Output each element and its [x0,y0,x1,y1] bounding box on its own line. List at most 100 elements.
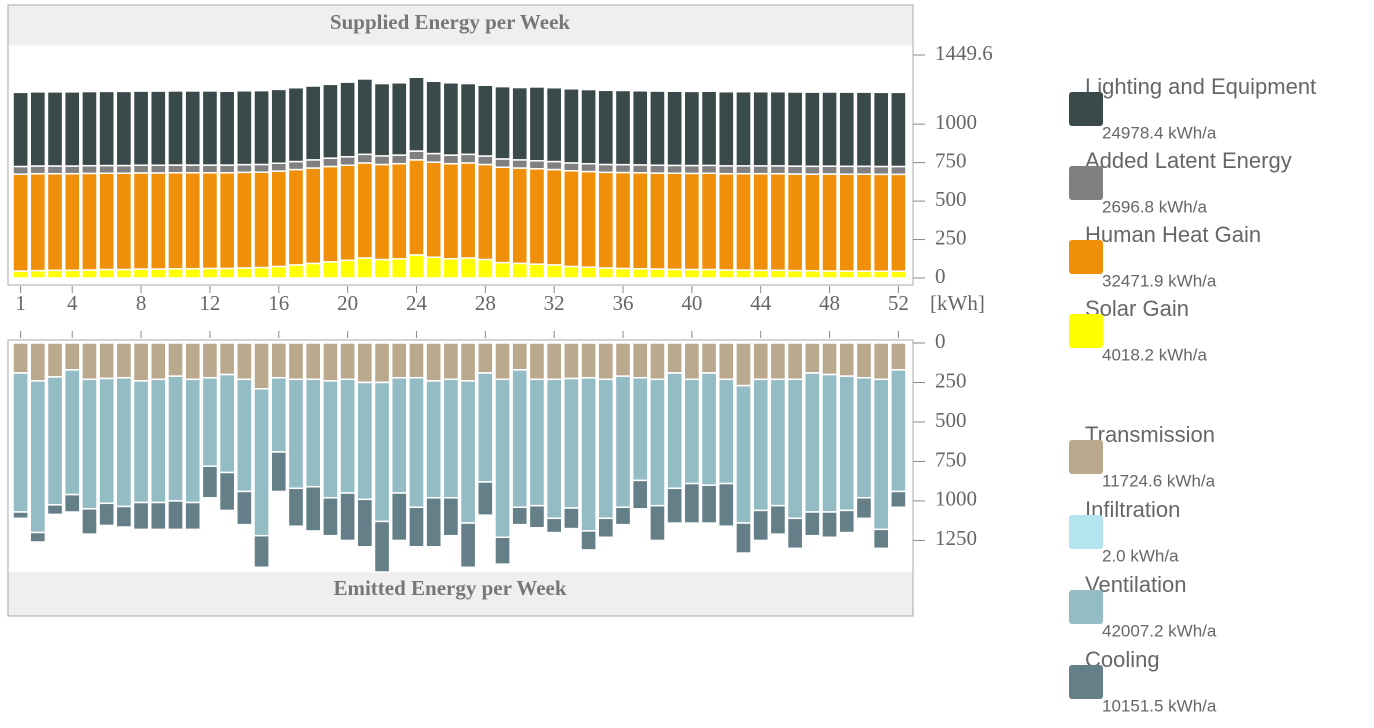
bar-segment [684,343,699,379]
bar-segment [891,174,906,271]
bar-segment [271,89,286,163]
bar-segment [770,270,785,278]
bar-segment [374,521,389,572]
y-tick-label: 1000 [935,487,977,511]
bar-segment [82,509,97,534]
bar-segment [564,508,579,529]
bar-segment [202,268,217,278]
bar-segment [753,92,768,166]
bar-segment [237,491,252,524]
bar-segment [288,88,303,162]
bar-segment [598,90,613,164]
bar-segment [202,343,217,378]
bar-segment [564,266,579,278]
bar-segment [409,151,424,160]
bar-segment [99,166,114,174]
bar-segment [323,262,338,278]
bar-segment [254,172,269,267]
bar-segment [701,270,716,278]
bar-segment [323,84,338,158]
bar-segment [856,166,871,174]
bar-segment [151,343,166,379]
bar-segment [891,370,906,492]
bar-segment [443,379,458,497]
bar-segment [770,379,785,505]
bar-segment [788,174,803,271]
bar-segment [547,170,562,265]
bar-segment [271,163,286,171]
bar-segment [116,270,131,278]
bar-segment [495,167,510,262]
bar-segment [426,81,441,153]
y-tick-label: 0 [935,329,946,353]
bar-segment [392,493,407,540]
bar-segment [357,343,372,382]
bar-segment [271,266,286,278]
bar-segment [788,92,803,166]
bar-segment [185,503,200,530]
bar-segment [547,343,562,379]
bar-segment [667,343,682,373]
bar-segment [392,155,407,164]
bar-segment [822,271,837,278]
bar-segment [874,271,889,278]
bar-segment [874,529,889,548]
legend-swatch [1069,515,1103,549]
bar-segment [736,166,751,174]
bar-segment [47,166,62,174]
bar-segment [99,503,114,525]
legend-total: 4018.2 kWh/a [1102,345,1207,364]
bar-segment [770,506,785,534]
top-title: Supplied Energy per Week [330,10,571,34]
bar-segment [134,173,149,269]
bar-segment [151,379,166,502]
bar-segment [856,271,871,278]
bar-segment [134,381,149,503]
bar-segment [30,343,45,381]
bar-segment [753,379,768,510]
bar-segment [116,166,131,174]
bar-segment [65,270,80,278]
bar-segment [374,164,389,259]
bar-segment [736,343,751,386]
bar-segment [547,162,562,170]
bar-segment [839,174,854,271]
bar-segment [684,379,699,483]
bar-segment [461,84,476,155]
bar-segment [650,269,665,278]
legend-label: Added Latent Energy [1085,148,1292,173]
bar-segment [47,92,62,166]
bar-segment [168,269,183,278]
bar-segment [547,379,562,518]
bar-segment [856,174,871,271]
bar-segment [753,343,768,379]
bar-segment [220,165,235,173]
bar-segment [168,376,183,501]
bar-segment [633,269,648,278]
bar-segment [357,163,372,258]
bar-segment [426,498,441,547]
bar-segment [254,343,269,389]
y-tick-label: 0 [935,264,946,288]
bar-segment [409,343,424,378]
bar-segment [168,91,183,165]
bar-segment [99,91,114,165]
bar-segment [47,270,62,278]
bar-segment [82,379,97,509]
bar-segment [684,91,699,165]
bar-segment [512,168,527,263]
bar-segment [340,260,355,278]
x-tick-label: 36 [613,291,634,315]
bottom-title: Emitted Energy per Week [333,576,566,600]
bar-segment [134,91,149,165]
bar-segment [288,265,303,278]
x-tick-label: 1 [15,291,26,315]
bar-segment [512,160,527,168]
bar-segment [99,173,114,269]
bar-segment [512,507,527,524]
legend-swatch [1069,166,1103,200]
bar-segment [220,268,235,278]
bar-segment [82,92,97,166]
bar-segment [736,174,751,270]
